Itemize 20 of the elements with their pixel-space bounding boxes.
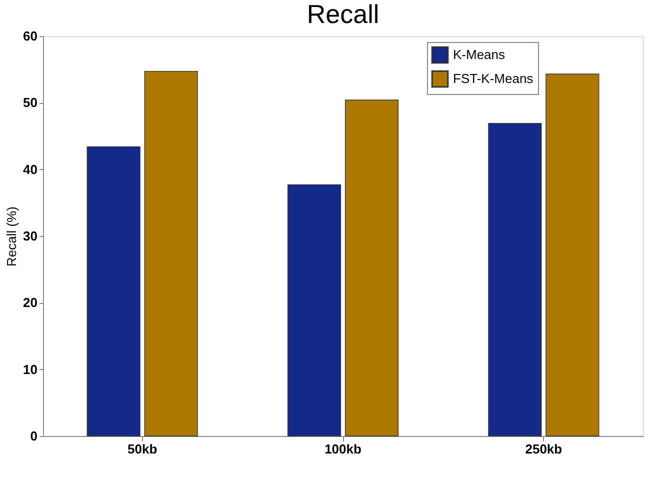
chart-title: Recall: [306, 0, 380, 29]
y-tick-label: 20: [23, 295, 38, 310]
y-tick-label: 0: [30, 428, 38, 444]
x-tick-label: 100kb: [324, 442, 362, 456]
legend-label: FST-K-Means: [453, 71, 534, 86]
y-tick-label: 30: [23, 228, 38, 244]
y-tick-label: 50: [23, 95, 38, 110]
bar: [287, 184, 342, 436]
bar: [344, 100, 399, 436]
x-tick-label: 250kb: [525, 442, 562, 456]
y-axis-title: Recall (%): [4, 206, 20, 266]
bar: [86, 146, 140, 436]
bar: [144, 70, 198, 436]
x-tick-label: 50kb: [128, 442, 158, 456]
y-tick-label: 40: [23, 162, 38, 177]
bar: [546, 74, 600, 436]
legend-label: K-Means: [453, 47, 506, 62]
y-tick-label: 60: [23, 28, 38, 44]
y-tick-label: 10: [23, 362, 38, 377]
bar: [488, 122, 542, 436]
